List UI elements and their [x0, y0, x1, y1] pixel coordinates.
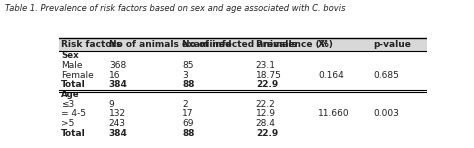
Text: = 4-5: = 4-5	[61, 109, 86, 118]
Text: 368: 368	[109, 61, 126, 70]
Text: 9: 9	[109, 100, 115, 109]
Text: >5: >5	[61, 119, 74, 128]
Text: Female: Female	[61, 71, 94, 79]
Text: 243: 243	[109, 119, 126, 128]
Text: 12.9: 12.9	[256, 109, 276, 118]
Text: 2: 2	[182, 100, 188, 109]
Text: 384: 384	[109, 129, 128, 138]
Text: No of infected animals: No of infected animals	[182, 40, 297, 49]
Text: Age: Age	[61, 90, 80, 99]
Text: 28.4: 28.4	[256, 119, 276, 128]
Text: 23.1: 23.1	[256, 61, 276, 70]
Text: No of animals examined: No of animals examined	[109, 40, 231, 49]
Text: 22.2: 22.2	[256, 100, 275, 109]
Text: 384: 384	[109, 80, 128, 89]
Text: 16: 16	[109, 71, 120, 79]
Text: 85: 85	[182, 61, 194, 70]
Text: 88: 88	[182, 129, 195, 138]
Text: 22.9: 22.9	[256, 129, 278, 138]
Text: Sex: Sex	[61, 51, 79, 60]
Text: Total: Total	[61, 80, 86, 89]
Text: Total: Total	[61, 129, 86, 138]
Text: 69: 69	[182, 119, 194, 128]
Text: Male: Male	[61, 61, 82, 70]
Text: Prevalence (%): Prevalence (%)	[256, 40, 333, 49]
Text: 18.75: 18.75	[256, 71, 282, 79]
Text: 0.003: 0.003	[374, 109, 399, 118]
Text: 11.660: 11.660	[318, 109, 350, 118]
Text: 22.9: 22.9	[256, 80, 278, 89]
Text: Risk factors: Risk factors	[61, 40, 121, 49]
Text: 3: 3	[182, 71, 188, 79]
Text: 132: 132	[109, 109, 126, 118]
Text: 0.164: 0.164	[318, 71, 344, 79]
Text: X²: X²	[318, 40, 329, 49]
Text: 0.685: 0.685	[374, 71, 399, 79]
Text: ≤3: ≤3	[61, 100, 74, 109]
Text: Table 1. Prevalence of risk factors based on sex and age associated with C. bovi: Table 1. Prevalence of risk factors base…	[5, 4, 345, 13]
Text: p-value: p-value	[374, 40, 411, 49]
Text: 88: 88	[182, 80, 195, 89]
Text: 17: 17	[182, 109, 194, 118]
Bar	[59, 38, 427, 51]
